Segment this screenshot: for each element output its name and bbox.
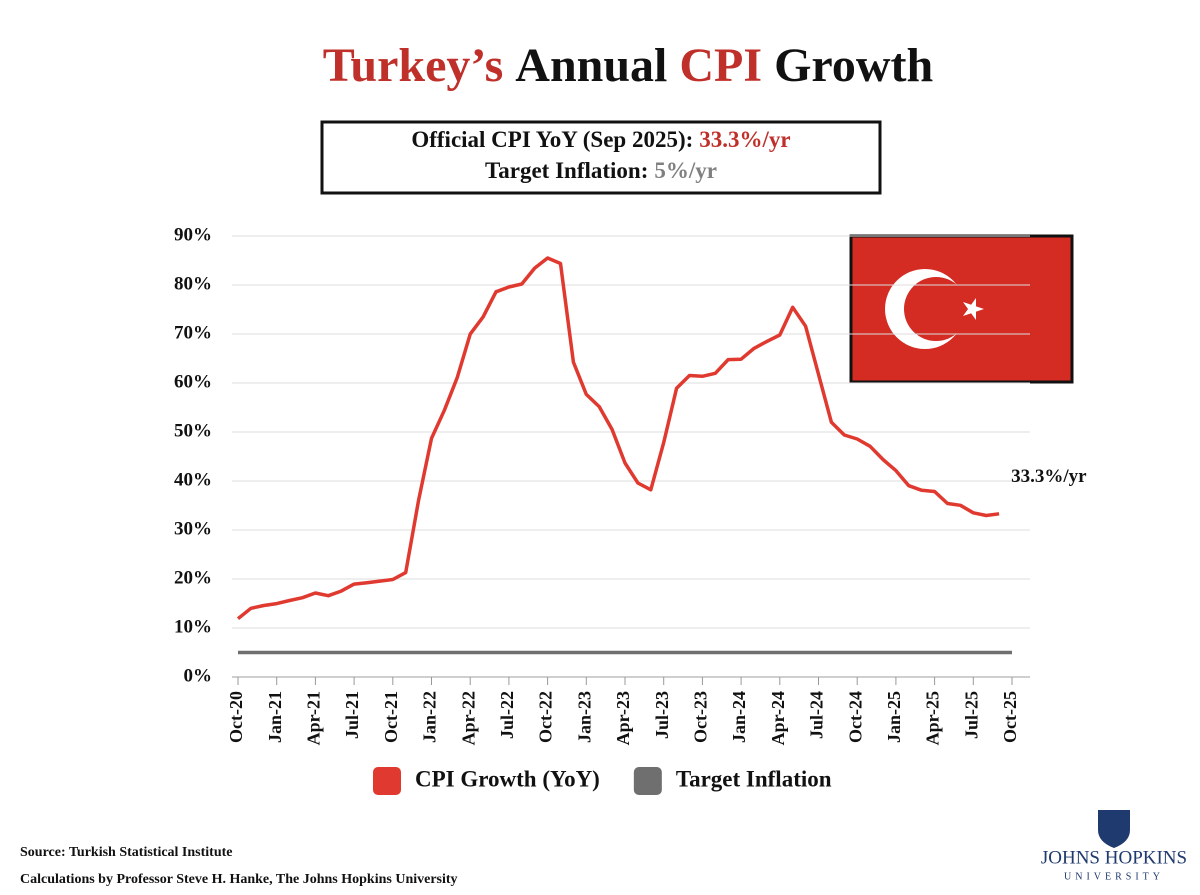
x-tick-label: Apr-22 [458, 691, 478, 745]
x-tick-label: Oct-24 [845, 691, 865, 743]
y-tick-label: 20% [174, 567, 212, 588]
x-tick-label: Jul-23 [652, 691, 672, 739]
info-label: Target Inflation: [485, 158, 648, 183]
info-line: Official CPI YoY (Sep 2025): 33.3%/yr [411, 127, 790, 152]
x-tick-label: Jul-25 [961, 691, 981, 739]
chart-title: Turkey’s Annual CPI Growth [323, 39, 933, 92]
info-box [320, 120, 882, 195]
y-tick-label: 60% [174, 371, 212, 392]
x-tick-label: Apr-21 [304, 691, 324, 745]
y-tick-label: 90% [174, 224, 212, 245]
info-label: Official CPI YoY (Sep 2025): [411, 127, 693, 152]
y-tick-label: 30% [174, 518, 212, 539]
x-tick-label: Jan-21 [265, 691, 285, 743]
logo-name: JOHNS HOPKINS [1041, 847, 1187, 868]
logo-sub: UNIVERSITY [1064, 871, 1164, 882]
y-tick-label: 40% [174, 469, 212, 490]
x-tick-label: Jan-24 [729, 691, 749, 743]
y-tick-label: 80% [174, 273, 212, 294]
jhu-logo: JOHNS HOPKINS UNIVERSITY [1041, 810, 1187, 882]
y-tick-label: 70% [174, 322, 212, 343]
credit-note: Calculations by Professor Steve H. Hanke… [20, 872, 458, 887]
title-part: Turkey’s [323, 39, 504, 92]
logo-shield [1098, 810, 1130, 848]
legend-swatch [373, 767, 401, 795]
title-part: Growth [774, 39, 933, 92]
y-tick-label: 50% [174, 420, 212, 441]
x-tick-label: Jul-21 [342, 691, 362, 739]
x-tick-label: Oct-21 [381, 691, 401, 743]
info-line: Target Inflation: 5%/yr [485, 158, 717, 183]
source-note: Source: Turkish Statistical Institute [20, 845, 233, 860]
x-tick-label: Jul-22 [497, 691, 517, 739]
x-tick-label: Oct-23 [691, 691, 711, 743]
legend-label: CPI Growth (YoY) [415, 766, 600, 791]
series-line [236, 256, 1000, 621]
x-tick-label: Jul-24 [807, 691, 827, 739]
info-value: 5%/yr [654, 158, 717, 183]
x-tick-label: Oct-20 [226, 691, 246, 743]
info-value: 33.3%/yr [699, 127, 790, 152]
end-label: 33.3%/yr [1011, 466, 1087, 487]
x-tick-label: Jan-22 [420, 691, 440, 743]
flag-star [963, 298, 984, 320]
x-tick-label: Apr-23 [613, 691, 633, 745]
turkey-flag [849, 234, 1074, 384]
x-tick-label: Jan-25 [884, 691, 904, 743]
x-tick-label: Jan-23 [574, 691, 594, 743]
title-part: CPI [679, 39, 762, 92]
x-tick-label: Oct-25 [1000, 691, 1020, 743]
x-tick-label: Apr-24 [768, 691, 788, 745]
y-tick-label: 10% [174, 616, 212, 637]
x-tick-label: Oct-22 [536, 691, 556, 743]
legend-swatch [633, 767, 662, 795]
legend-label: Target Inflation [676, 766, 832, 791]
title-part: Annual [515, 39, 667, 92]
x-tick-label: Apr-25 [923, 691, 943, 745]
flag-crescent-inner [904, 277, 968, 341]
y-tick-label: 0% [184, 665, 213, 686]
